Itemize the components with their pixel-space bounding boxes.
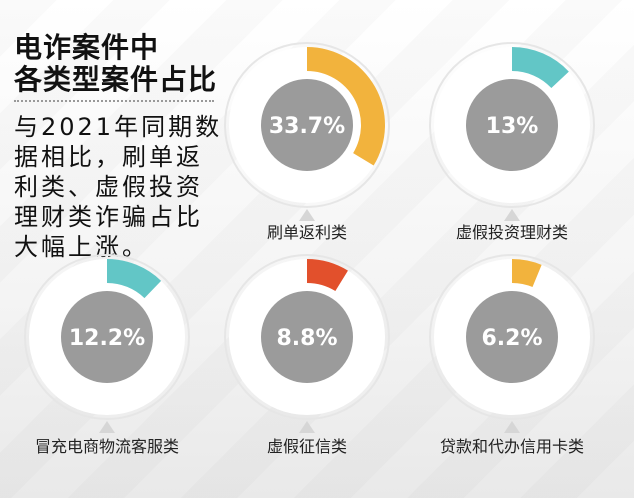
donut-center — [61, 291, 153, 383]
pointer-triangle — [99, 421, 115, 433]
donut-chart-5: 6.2% 贷款和代办信用卡类 — [429, 254, 595, 456]
headline: 电诈案件中 各类型案件占比 — [14, 32, 217, 96]
donut-center — [261, 291, 353, 383]
summary-text: 与2021年同期数据相比，刷单返利类、虚假投资理财类诈骗占比大幅上涨。 — [14, 113, 223, 261]
headline-line-1: 电诈案件中 — [14, 31, 160, 64]
donut-center — [261, 79, 353, 171]
donut-chart-3: 12.2% 冒充电商物流客服类 — [24, 254, 190, 456]
pointer-triangle — [504, 209, 520, 221]
donut-slice — [512, 47, 569, 89]
headline-line-2: 各类型案件占比 — [14, 63, 218, 96]
donut-slice — [307, 47, 385, 166]
pointer-triangle — [504, 421, 520, 433]
donut-center — [466, 79, 558, 171]
donut-slice — [512, 259, 542, 288]
donut-chart-1: 33.7% 刷单返利类 — [224, 42, 390, 242]
donut-category-label: 贷款和代办信用卡类 — [440, 437, 584, 456]
donut-value-label: 33.7% — [269, 114, 345, 139]
headline-divider — [14, 100, 214, 102]
donut-slice — [307, 259, 348, 292]
donut-category-label: 虚假征信类 — [267, 437, 347, 456]
pointer-triangle — [299, 209, 315, 221]
donut-value-label: 8.8% — [276, 326, 337, 351]
donut-chart-4: 8.8% 虚假征信类 — [224, 254, 390, 456]
donut-value-label: 13% — [486, 114, 539, 139]
donut-outer-ring — [429, 42, 595, 208]
donut-center — [466, 291, 558, 383]
donut-chart-2: 13% 虚假投资理财类 — [429, 42, 595, 242]
donut-outer-ring — [224, 42, 390, 208]
pointer-triangle — [299, 421, 315, 433]
donut-outer-ring — [224, 254, 390, 420]
donut-slice — [107, 259, 162, 299]
donut-outer-ring — [24, 254, 190, 420]
donut-value-label: 6.2% — [481, 326, 542, 351]
donut-category-label: 虚假投资理财类 — [456, 223, 568, 242]
donut-category-label: 冒充电商物流客服类 — [35, 437, 179, 456]
donut-category-label: 刷单返利类 — [267, 223, 347, 242]
donut-outer-ring — [429, 254, 595, 420]
donut-value-label: 12.2% — [69, 326, 145, 351]
